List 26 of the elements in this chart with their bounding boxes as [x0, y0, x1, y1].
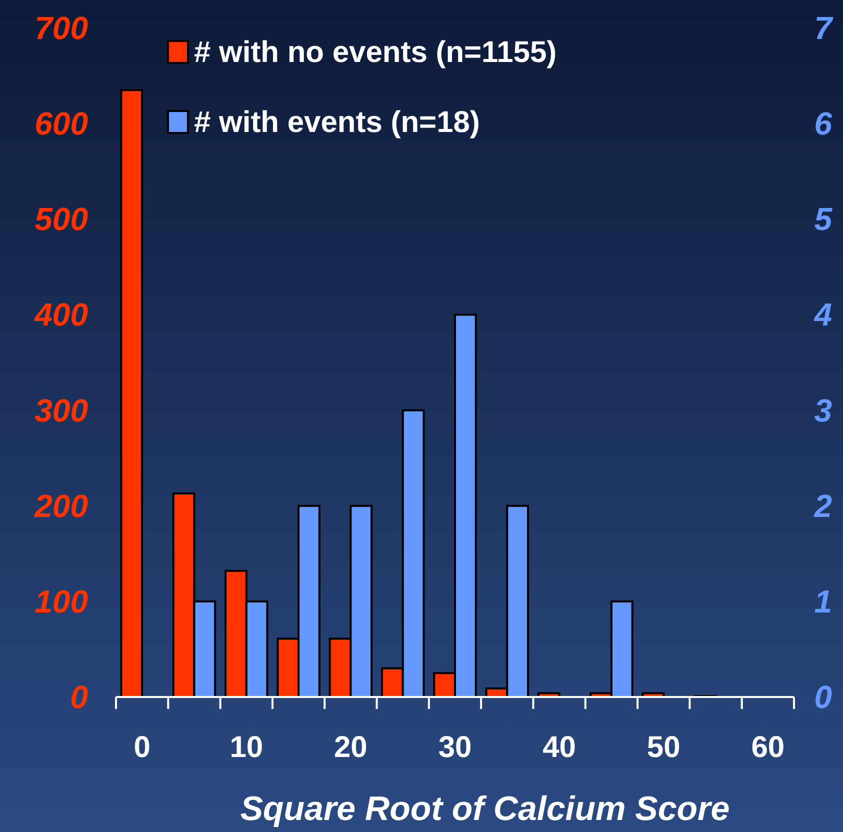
y2-tick-label: 3 — [814, 392, 832, 428]
y-tick-label: 500 — [34, 201, 88, 238]
legend-label: # with no events (n=1155) — [194, 36, 557, 69]
y2-tick-label: 0 — [814, 679, 832, 715]
legend-label: # with events (n=18) — [194, 106, 480, 139]
y2-tick-label: 1 — [814, 583, 832, 620]
x-tick-label: 50 — [646, 731, 680, 764]
y-tick-label: 400 — [34, 296, 88, 333]
x-tick-label: 30 — [438, 731, 472, 764]
x-tick-label: 0 — [134, 731, 150, 764]
y-tick-label: 300 — [34, 392, 88, 428]
y-tick-label: 700 — [34, 10, 88, 46]
x-tick-label: 20 — [334, 731, 368, 764]
y2-tick-label: 2 — [813, 488, 832, 524]
y2-tick-label: 7 — [814, 10, 834, 46]
y-tick-label: 200 — [34, 488, 88, 524]
x-tick-label: 10 — [230, 731, 264, 764]
y2-tick-label: 4 — [813, 296, 832, 333]
y-tick-label: 600 — [34, 106, 88, 142]
y2-tick-label: 5 — [814, 201, 834, 238]
y2-tick-label: 6 — [814, 106, 832, 142]
x-tick-label: 40 — [542, 731, 576, 764]
x-tick-label: 60 — [751, 731, 785, 764]
y-tick-label: 0 — [70, 679, 88, 715]
x-axis-title: Square Root of Calcium Score — [240, 790, 730, 828]
y-tick-label: 100 — [34, 583, 88, 620]
